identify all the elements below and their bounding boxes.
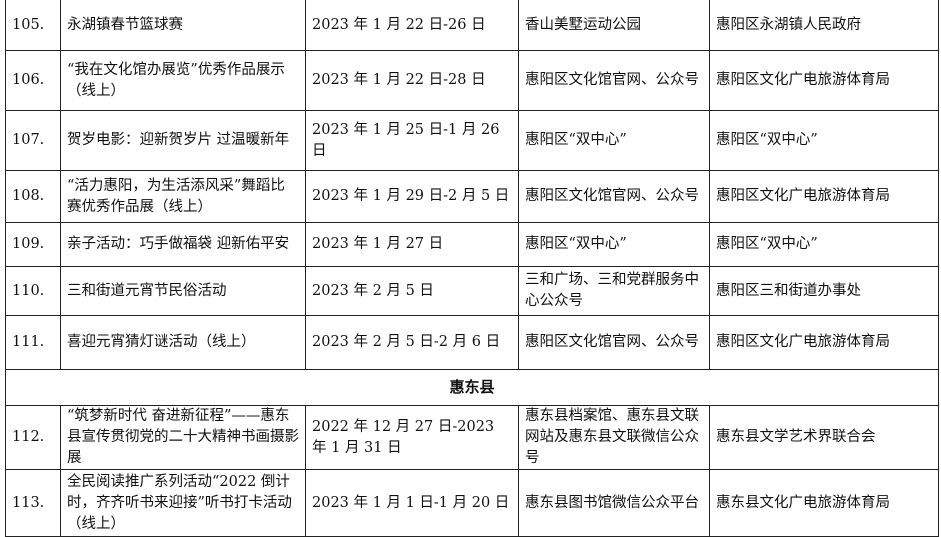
activity-name: 全民阅读推广系列活动“2022 倒计时，齐齐听书来迎接”听书打卡活动（线上） — [60, 469, 306, 537]
table-row: 111. 喜迎元宵猜灯谜活动（线上） 2023 年 2 月 5 日-2 月 6 日惠… — [5, 315, 939, 370]
activity-date: 2023 年 2 月 5 日-2 月 6 日 — [305, 315, 519, 370]
activity-venue: 惠阳区“双中心” — [518, 110, 710, 171]
activity-name: 永湖镇春节篮球赛 — [60, 0, 306, 51]
region-row: 惠东县 — [5, 369, 939, 406]
activity-name: 喜迎元宵猜灯谜活动（线上） — [60, 315, 306, 370]
organizer: 惠阳区“双中心” — [709, 110, 939, 171]
activity-venue: 惠阳区文化馆官网、公众号 — [518, 50, 710, 111]
organizer: 惠阳区“双中心” — [709, 222, 939, 267]
table-row: 105. 永湖镇春节篮球赛 2023 年 1 月 22 日-26 日香山美墅运动公园… — [5, 0, 939, 51]
activity-name: 亲子活动：巧手做福袋 迎新佑平安 — [60, 222, 306, 267]
organizer: 惠阳区文化广电旅游体育局 — [709, 170, 939, 223]
table-row: 106. “我在文化馆办展览”优秀作品展示（线上） 2023 年 1 月 22 日-… — [5, 50, 939, 111]
row-number: 112. — [5, 405, 61, 470]
activity-date: 2023 年 1 月 22 日-28 日 — [305, 50, 519, 111]
activity-venue: 三和广场、三和党群服务中心公众号 — [518, 266, 710, 316]
activity-venue: 惠东县图书馆微信公众平台 — [518, 469, 710, 537]
table-row: 107. 贺岁电影：迎新贺岁片 过温暖新年 2023 年 1 月 25 日-1 月 … — [5, 110, 939, 171]
activity-venue: 惠东县档案馆、惠东县文联网站及惠东县文联微信公众号 — [518, 405, 710, 470]
activity-venue: 惠阳区文化馆官网、公众号 — [518, 315, 710, 370]
activity-name: “活力惠阳，为生活添风采”舞蹈比赛优秀作品展（线上） — [60, 170, 306, 223]
activity-name: 贺岁电影：迎新贺岁片 过温暖新年 — [60, 110, 306, 171]
organizer: 惠阳区永湖镇人民政府 — [709, 0, 939, 51]
activity-venue: 香山美墅运动公园 — [518, 0, 710, 51]
activity-name: “筑梦新时代 奋进新征程”——惠东县宣传贯彻党的二十大精神书画摄影展 — [60, 405, 306, 470]
activity-name: 三和街道元宵节民俗活动 — [60, 266, 306, 316]
activity-date: 2023 年 1 月 29 日-2 月 5 日 — [305, 170, 519, 223]
row-number: 109. — [5, 222, 61, 267]
activity-table: 105. 永湖镇春节篮球赛 2023 年 1 月 22 日-26 日香山美墅运动公园… — [5, 0, 939, 537]
activity-date: 2023 年 2 月 5 日 — [305, 266, 519, 316]
region-heading: 惠东县 — [5, 369, 939, 406]
row-number: 107. — [5, 110, 61, 171]
activity-date: 2022 年 12 月 27 日-2023 年 1 月 31 日 — [305, 405, 519, 470]
row-number: 113. — [5, 469, 61, 537]
organizer: 惠东县文化广电旅游体育局 — [709, 469, 939, 537]
row-number: 106. — [5, 50, 61, 111]
activity-name: “我在文化馆办展览”优秀作品展示（线上） — [60, 50, 306, 111]
organizer: 惠阳区文化广电旅游体育局 — [709, 315, 939, 370]
activity-date: 2023 年 1 月 22 日-26 日 — [305, 0, 519, 51]
organizer: 惠东县文学艺术界联合会 — [709, 405, 939, 470]
table-row: 109. 亲子活动：巧手做福袋 迎新佑平安 2023 年 1 月 27 日惠阳区“双… — [5, 222, 939, 267]
row-number: 110. — [5, 266, 61, 316]
organizer: 惠阳区三和街道办事处 — [709, 266, 939, 316]
activity-date: 2023 年 1 月 25 日-1 月 26 日 — [305, 110, 519, 171]
organizer: 惠阳区文化广电旅游体育局 — [709, 50, 939, 111]
row-number: 108. — [5, 170, 61, 223]
activity-date: 2023 年 1 月 27 日 — [305, 222, 519, 267]
activity-venue: 惠阳区文化馆官网、公众号 — [518, 170, 710, 223]
activity-venue: 惠阳区“双中心” — [518, 222, 710, 267]
row-number: 111. — [5, 315, 61, 370]
table-row: 108. “活力惠阳，为生活添风采”舞蹈比赛优秀作品展（线上） 2023 年 1 月… — [5, 170, 939, 223]
row-number: 105. — [5, 0, 61, 51]
table-row: 113. 全民阅读推广系列活动“2022 倒计时，齐齐听书来迎接”听书打卡活动（线… — [5, 469, 939, 537]
activity-date: 2023 年 1 月 1 日-1 月 20 日 — [305, 469, 519, 537]
table-row: 112. “筑梦新时代 奋进新征程”——惠东县宣传贯彻党的二十大精神书画摄影展 20… — [5, 405, 939, 470]
table-row: 110. 三和街道元宵节民俗活动 2023 年 2 月 5 日三和广场、三和党群服务… — [5, 266, 939, 316]
